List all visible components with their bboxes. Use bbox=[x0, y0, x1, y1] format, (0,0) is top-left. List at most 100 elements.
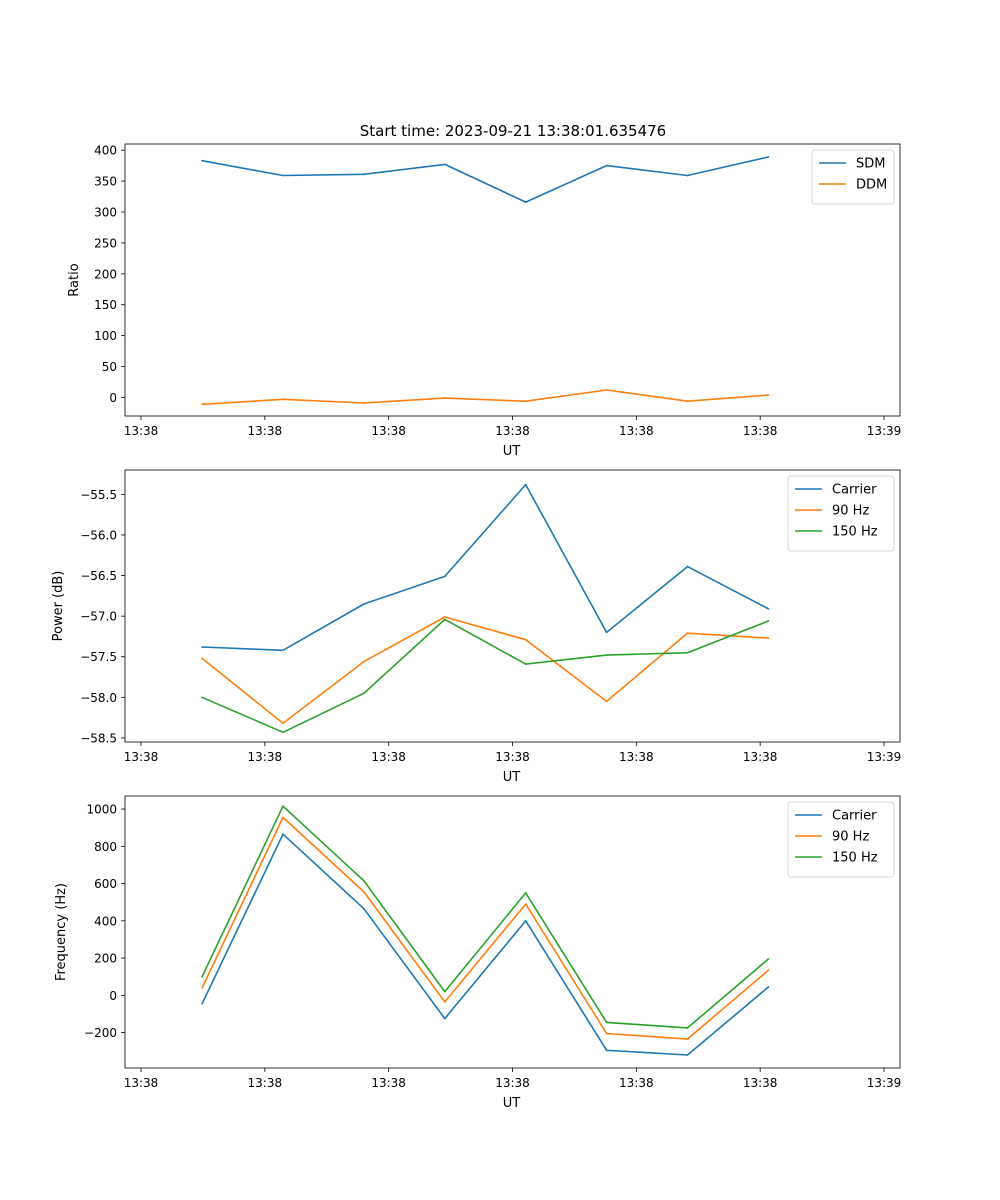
data-point bbox=[363, 879, 365, 882]
data-point bbox=[282, 649, 284, 652]
series-line-90-hz bbox=[201, 616, 769, 725]
data-point bbox=[686, 174, 689, 177]
data-point bbox=[443, 163, 446, 166]
data-point bbox=[686, 632, 689, 635]
x-axis-label: UT bbox=[503, 770, 521, 785]
x-tick-label: 13:39 bbox=[867, 424, 902, 438]
data-point bbox=[524, 663, 527, 665]
data-point bbox=[605, 700, 608, 703]
series-line-ddm bbox=[202, 389, 769, 406]
data-point bbox=[524, 400, 527, 403]
y-tick-label: −56.0 bbox=[80, 528, 117, 542]
y-tick-label: 150 bbox=[94, 298, 117, 312]
x-tick-label: 13:38 bbox=[743, 750, 778, 764]
data-point bbox=[363, 603, 365, 605]
data-point bbox=[605, 1021, 608, 1024]
x-tick-label: 13:38 bbox=[495, 1076, 530, 1090]
data-point bbox=[605, 654, 608, 657]
data-point bbox=[524, 919, 527, 922]
legend-label: 150 Hz bbox=[832, 525, 878, 540]
data-point bbox=[443, 1017, 446, 1020]
y-tick-label: 200 bbox=[94, 952, 117, 966]
data-point bbox=[282, 816, 284, 819]
data-point bbox=[443, 397, 446, 399]
y-tick-label: 400 bbox=[94, 914, 117, 928]
y-tick-label: 200 bbox=[94, 267, 117, 281]
data-point bbox=[767, 607, 770, 610]
series-line-90-hz bbox=[201, 816, 769, 1040]
data-point bbox=[282, 174, 284, 177]
data-point bbox=[282, 398, 284, 401]
data-point bbox=[443, 575, 446, 578]
x-tick-label: 13:39 bbox=[867, 1076, 902, 1090]
data-point bbox=[524, 201, 527, 204]
x-tick-label: 13:38 bbox=[248, 1076, 283, 1090]
legend-label: DDM bbox=[856, 178, 887, 193]
x-tick-label: 13:38 bbox=[371, 750, 406, 764]
y-tick-label: 1000 bbox=[86, 803, 117, 817]
data-point bbox=[201, 646, 203, 648]
x-tick-label: 13:38 bbox=[124, 1076, 159, 1090]
data-point bbox=[767, 986, 770, 988]
data-point bbox=[524, 903, 527, 905]
data-point bbox=[201, 975, 203, 978]
x-tick-label: 13:38 bbox=[248, 750, 283, 764]
x-tick-label: 13:38 bbox=[371, 424, 406, 438]
y-tick-label: 600 bbox=[94, 877, 117, 891]
data-point bbox=[201, 657, 203, 660]
y-tick-label: 50 bbox=[102, 360, 117, 374]
series-line-sdm bbox=[201, 156, 769, 203]
legend-label: 90 Hz bbox=[832, 830, 869, 845]
y-axis-label: Frequency (Hz) bbox=[54, 883, 69, 981]
legend-label: Carrier bbox=[832, 809, 877, 824]
legend-label: Carrier bbox=[832, 483, 877, 498]
x-tick-label: 13:38 bbox=[495, 750, 530, 764]
data-point bbox=[686, 651, 689, 654]
y-tick-label: −55.5 bbox=[80, 488, 117, 502]
y-tick-label: 350 bbox=[94, 175, 117, 189]
data-point bbox=[201, 403, 203, 406]
data-point bbox=[524, 483, 527, 486]
legend-label: 150 Hz bbox=[832, 851, 878, 866]
data-point bbox=[363, 402, 365, 404]
y-tick-label: −56.5 bbox=[80, 569, 117, 583]
data-point bbox=[282, 833, 284, 836]
x-axis-label: UT bbox=[503, 444, 521, 459]
data-point bbox=[363, 692, 365, 695]
data-point bbox=[767, 394, 770, 396]
series-line-carrier bbox=[202, 483, 769, 652]
y-tick-label: 0 bbox=[109, 391, 117, 405]
x-tick-label: 13:38 bbox=[743, 424, 778, 438]
data-point bbox=[443, 990, 446, 993]
data-point bbox=[363, 891, 365, 893]
x-tick-label: 13:38 bbox=[124, 750, 159, 764]
series-line-150-hz bbox=[201, 618, 769, 734]
y-tick-label: 100 bbox=[94, 329, 117, 343]
data-point bbox=[686, 1038, 689, 1041]
y-tick-label: 400 bbox=[94, 144, 117, 158]
y-tick-label: −58.5 bbox=[80, 731, 117, 745]
data-point bbox=[363, 173, 365, 176]
y-tick-label: 0 bbox=[109, 989, 117, 1003]
x-axis-label: UT bbox=[503, 1096, 521, 1111]
frequency-panel: −200 0 200 400 600 800 1000 13:38 13:38 13:38 13:3… bbox=[54, 795, 902, 1111]
legend-box bbox=[787, 801, 895, 878]
x-tick-label: 13:38 bbox=[124, 424, 159, 438]
x-tick-label: 13:38 bbox=[619, 750, 654, 764]
data-point bbox=[282, 731, 284, 734]
x-tick-label: 13:38 bbox=[619, 424, 654, 438]
legend-box bbox=[787, 475, 895, 552]
data-point bbox=[605, 389, 608, 391]
x-tick-label: 13:38 bbox=[619, 1076, 654, 1090]
x-tick-label: 13:38 bbox=[371, 1076, 406, 1090]
data-point bbox=[686, 400, 689, 403]
data-point bbox=[201, 159, 203, 162]
data-point bbox=[282, 805, 284, 808]
legend-label: SDM bbox=[856, 157, 885, 172]
legend-label: 90 Hz bbox=[832, 504, 869, 519]
data-point bbox=[363, 660, 365, 663]
data-point bbox=[201, 696, 203, 699]
series-line-carrier bbox=[201, 833, 769, 1056]
x-tick-label: 13:38 bbox=[495, 424, 530, 438]
data-point bbox=[686, 1027, 689, 1029]
